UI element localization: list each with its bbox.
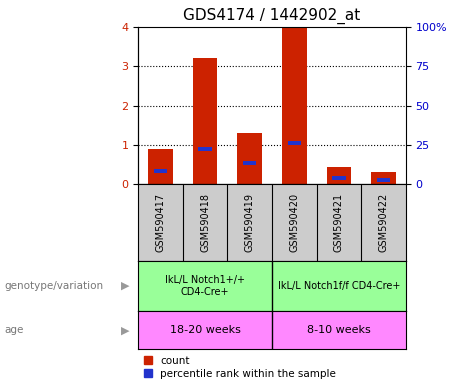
- Text: GSM590418: GSM590418: [200, 193, 210, 252]
- Text: genotype/variation: genotype/variation: [5, 281, 104, 291]
- Bar: [326, 167, 351, 184]
- Text: ▶: ▶: [121, 325, 129, 335]
- Text: GSM590417: GSM590417: [155, 193, 165, 252]
- Legend: count, percentile rank within the sample: count, percentile rank within the sample: [143, 356, 336, 379]
- Bar: [148, 149, 173, 184]
- Bar: [282, 27, 307, 184]
- Text: ▶: ▶: [121, 281, 129, 291]
- Bar: [154, 169, 167, 172]
- Text: 18-20 weeks: 18-20 weeks: [170, 325, 241, 335]
- Bar: [377, 179, 390, 182]
- Text: GSM590419: GSM590419: [245, 193, 255, 252]
- Text: IkL/L Notch1+/+
CD4-Cre+: IkL/L Notch1+/+ CD4-Cre+: [165, 275, 245, 297]
- Bar: [332, 177, 346, 180]
- Text: 8-10 weeks: 8-10 weeks: [307, 325, 371, 335]
- Text: GSM590420: GSM590420: [289, 193, 299, 252]
- Text: GSM590422: GSM590422: [378, 193, 389, 252]
- Text: IkL/L Notch1f/f CD4-Cre+: IkL/L Notch1f/f CD4-Cre+: [278, 281, 400, 291]
- Bar: [237, 133, 262, 184]
- Text: GSM590421: GSM590421: [334, 193, 344, 252]
- Bar: [198, 147, 212, 151]
- Bar: [288, 141, 301, 145]
- Bar: [243, 161, 256, 165]
- Bar: [371, 172, 396, 184]
- Text: age: age: [5, 325, 24, 335]
- Bar: [193, 58, 218, 184]
- Title: GDS4174 / 1442902_at: GDS4174 / 1442902_at: [183, 8, 361, 24]
